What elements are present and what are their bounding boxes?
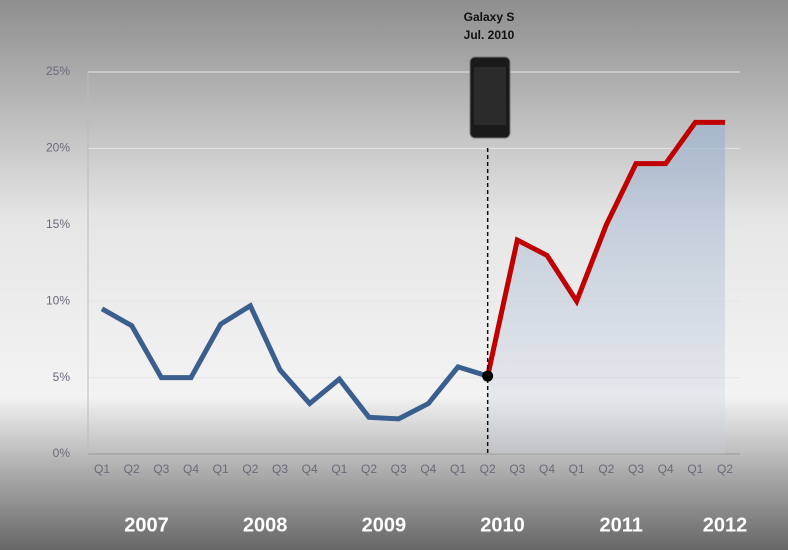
x-tick-label: Q2 [480, 462, 496, 476]
x-tick-label: Q4 [183, 462, 199, 476]
x-tick-label: Q2 [598, 462, 614, 476]
x-tick-label: Q1 [450, 462, 466, 476]
event-point [482, 370, 494, 382]
x-tick-label: Q1 [94, 462, 110, 476]
x-tick-label: Q1 [213, 462, 229, 476]
y-tick-label: 10% [46, 293, 70, 307]
y-tick-label: 0% [53, 446, 71, 460]
x-tick-label: Q4 [420, 462, 436, 476]
year-label: 2008 [243, 514, 288, 536]
x-tick-label: Q4 [302, 462, 318, 476]
x-tick-label: Q1 [687, 462, 703, 476]
x-tick-label: Q2 [717, 462, 733, 476]
x-tick-label: Q2 [124, 462, 140, 476]
x-tick-label: Q3 [391, 462, 407, 476]
year-label: 2010 [480, 514, 525, 536]
y-tick-label: 25% [46, 64, 70, 78]
year-label: 2011 [599, 514, 642, 536]
line [485, 119, 725, 377]
x-tick-label: Q1 [331, 462, 347, 476]
x-tick-label: Q3 [628, 462, 644, 476]
x-tick-label: Q4 [658, 462, 674, 476]
x-tick-label: Q2 [361, 462, 377, 476]
line [100, 302, 489, 422]
annotation: Galaxy S [464, 10, 515, 24]
x-tick-label: Q3 [272, 462, 288, 476]
year-label: 2009 [362, 514, 407, 536]
area [487, 122, 725, 454]
year-label: 2012 [703, 514, 748, 536]
x-tick-label: Q2 [242, 462, 258, 476]
y-tick-label: 5% [53, 370, 71, 384]
x-tick-label: Q3 [509, 462, 525, 476]
year-label: 2007 [124, 514, 169, 536]
phone-screen [474, 67, 506, 125]
annotation: Jul. 2010 [464, 28, 515, 42]
y-tick-label: 15% [46, 217, 70, 231]
y-tick-label: 20% [46, 141, 70, 155]
x-tick-label: Q4 [539, 462, 555, 476]
x-tick-label: Q3 [153, 462, 169, 476]
x-tick-label: Q1 [569, 462, 585, 476]
